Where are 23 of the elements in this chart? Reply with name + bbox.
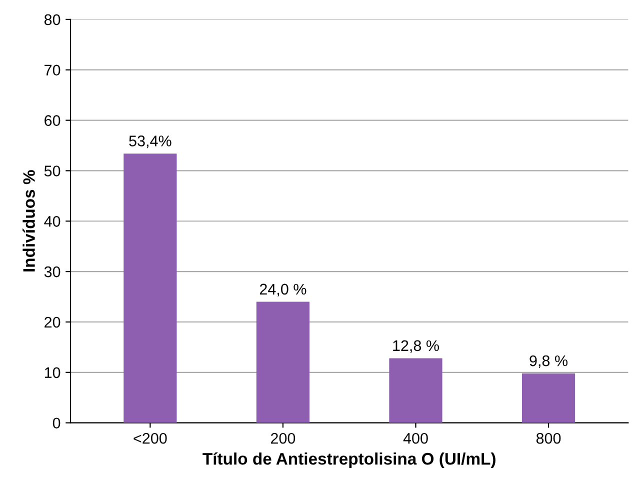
y-tick-label: 0 <box>52 418 60 429</box>
data-label: 12,8 % <box>393 340 439 353</box>
y-tick-label: 60 <box>44 115 60 126</box>
bar <box>124 154 177 423</box>
y-tick-label: 80 <box>44 14 60 26</box>
y-axis-title: Indivíduos % <box>22 170 35 272</box>
y-tick-label: 40 <box>44 216 60 227</box>
y-tick-label: 20 <box>44 316 60 328</box>
y-tick-label: 30 <box>44 266 60 278</box>
data-label: 53,4% <box>129 136 172 148</box>
y-tick-label: 70 <box>44 64 60 76</box>
x-tick-label: 400 <box>403 432 428 444</box>
x-tick-label: 800 <box>536 432 561 444</box>
y-tick-label: 50 <box>44 166 60 176</box>
data-label: 24,0 % <box>260 284 306 296</box>
data-label: 9,8 % <box>530 355 568 368</box>
y-tick-label: 10 <box>44 367 60 378</box>
x-axis-title: Título de Antiestreptolisina O (UI/mL) <box>202 452 496 468</box>
bar <box>522 373 576 423</box>
bar <box>389 358 442 423</box>
x-tick-label: <200 <box>134 432 167 444</box>
bar <box>256 302 310 423</box>
x-tick-label: 200 <box>270 432 296 444</box>
